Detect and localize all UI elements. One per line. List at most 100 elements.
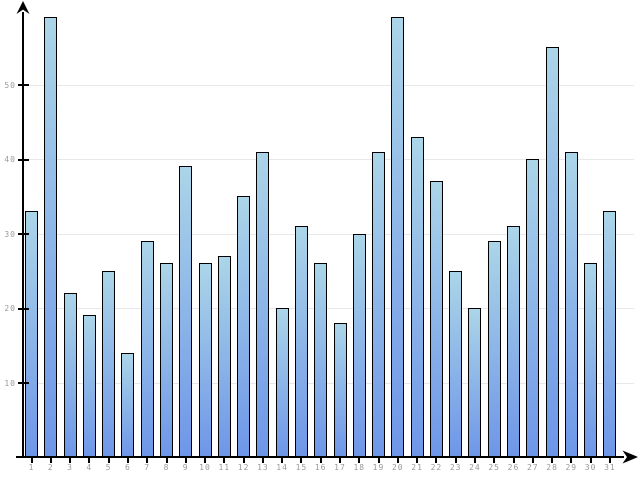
bar-day-21 — [410, 136, 424, 457]
bar-day-24 — [468, 308, 482, 457]
x-axis-tick — [473, 456, 476, 463]
x-axis-tick-label: 17 — [334, 463, 346, 472]
gridline-y30 — [24, 233, 634, 235]
x-axis-tick-label: 1 — [28, 463, 35, 472]
x-axis-tick-label: 7 — [144, 463, 151, 472]
x-axis-tick — [281, 456, 284, 463]
x-axis-tick — [242, 456, 245, 463]
x-axis-tick-label: 3 — [67, 463, 73, 472]
x-axis-tick-label: 6 — [124, 463, 131, 472]
x-axis-tick — [146, 456, 149, 463]
x-axis-tick — [339, 456, 341, 463]
x-axis-tick-label: 14 — [276, 463, 288, 472]
bar-day-20 — [391, 17, 405, 457]
x-axis-tick — [204, 456, 206, 463]
bar-day-17 — [333, 322, 347, 457]
x-axis-tick — [512, 456, 515, 463]
x-axis-tick-label: 28 — [546, 463, 558, 472]
x-axis-tick-label: 2 — [47, 463, 54, 472]
x-axis-tick-label: 23 — [449, 463, 462, 472]
y-axis-tick — [18, 307, 29, 310]
y-axis-tick — [18, 158, 29, 161]
x-axis-tick — [416, 456, 419, 463]
y-axis-tick-label: 50 — [4, 80, 16, 90]
x-axis-tick-label: 22 — [430, 463, 443, 472]
bar-day-10 — [198, 263, 212, 457]
bar-day-1 — [25, 211, 38, 457]
bar-day-3 — [63, 293, 77, 457]
x-axis-tick — [261, 456, 264, 463]
x-axis-tick-label: 15 — [295, 463, 308, 472]
bar-day-25 — [487, 240, 501, 457]
x-axis-tick — [88, 456, 91, 463]
x-axis-tick — [319, 456, 322, 463]
x-axis-tick-label: 27 — [526, 463, 539, 472]
bar-day-11 — [217, 255, 231, 457]
x-axis-tick — [30, 456, 33, 463]
gridline-y20 — [24, 308, 634, 309]
bar-day-4 — [82, 315, 96, 457]
y-axis-tick — [18, 233, 29, 235]
bar-day-27 — [526, 159, 540, 457]
y-axis-tick-label: 10 — [4, 378, 16, 388]
x-axis-tick-label: 5 — [105, 463, 112, 472]
bar-day-23 — [449, 270, 463, 458]
x-axis-tick — [300, 456, 303, 463]
x-axis-tick-label: 11 — [218, 463, 231, 472]
x-axis-tick-label: 9 — [182, 463, 189, 472]
y-axis-tick-label: 20 — [4, 304, 16, 313]
bar-day-14 — [275, 308, 289, 457]
gridline-y10 — [24, 382, 634, 384]
bar-day-30 — [584, 263, 598, 457]
x-axis-tick — [531, 456, 534, 463]
x-axis-tick — [377, 456, 380, 463]
x-axis-tick — [69, 456, 72, 463]
bar-day-5 — [102, 270, 116, 458]
bar-day-18 — [352, 233, 366, 457]
x-axis-tick — [608, 456, 611, 463]
x-axis-tick-label: 30 — [584, 463, 597, 472]
gridline-y50 — [24, 84, 634, 86]
x-axis-tick-label: 18 — [353, 463, 366, 472]
bar-day-9 — [179, 166, 193, 457]
bar-day-22 — [429, 181, 443, 457]
x-axis-tick-label: 10 — [199, 463, 211, 472]
x-axis-tick-label: 21 — [411, 463, 423, 472]
y-axis-arrow-icon — [16, 1, 30, 14]
x-axis-tick — [589, 456, 592, 463]
x-axis-tick-label: 12 — [237, 463, 250, 472]
x-axis-tick-label: 26 — [507, 463, 520, 472]
x-axis-tick — [551, 456, 554, 463]
y-axis-line — [22, 12, 24, 458]
x-axis-tick-label: 25 — [488, 463, 500, 472]
bar-day-8 — [160, 263, 173, 457]
y-axis-tick — [18, 84, 29, 86]
x-axis-tick — [223, 456, 226, 463]
x-axis-tick-label: 16 — [314, 463, 327, 472]
x-axis-tick — [126, 456, 129, 463]
x-axis-tick-label: 31 — [604, 463, 616, 472]
x-axis-tick-label: 8 — [163, 463, 170, 472]
bar-day-6 — [121, 352, 135, 457]
x-axis-tick-label: 29 — [565, 463, 578, 472]
bar-day-13 — [256, 151, 270, 457]
x-axis-tick — [358, 456, 361, 463]
x-axis-tick — [165, 456, 168, 463]
x-axis-tick-label: 4 — [86, 463, 93, 472]
x-axis-tick — [454, 456, 457, 463]
x-axis-tick — [184, 456, 187, 463]
x-axis-tick — [107, 456, 110, 463]
bar-day-15 — [294, 226, 308, 457]
x-axis-tick-label: 13 — [257, 463, 269, 472]
x-axis-tick — [49, 456, 52, 463]
bar-day-19 — [372, 151, 385, 457]
y-axis-tick-label: 30 — [4, 229, 16, 239]
x-axis-tick — [435, 456, 438, 463]
x-axis-tick-label: 19 — [372, 463, 385, 472]
bar-day-26 — [507, 226, 520, 457]
bar-day-28 — [545, 47, 559, 458]
bar-day-29 — [564, 151, 578, 457]
x-axis-tick — [570, 456, 573, 463]
gridline-y40 — [24, 159, 634, 160]
